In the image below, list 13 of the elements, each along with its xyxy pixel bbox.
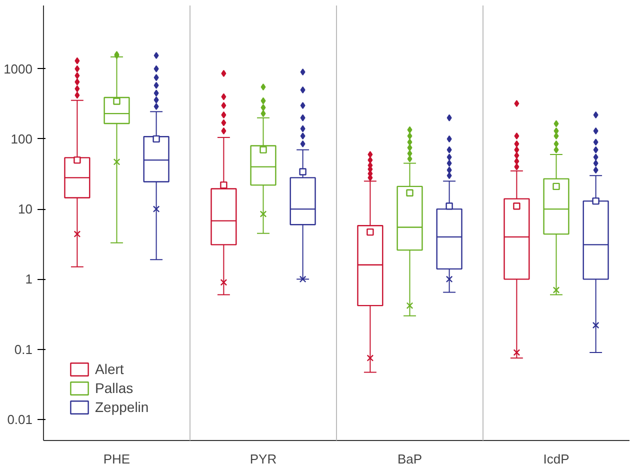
x-tick-label: IcdP: [543, 452, 570, 466]
x-tick-label: PYR: [250, 452, 277, 466]
y-tick-label: 0.1: [14, 342, 33, 357]
y-tick-label: 1000: [4, 61, 32, 76]
y-tick-label: 0.01: [7, 412, 33, 427]
y-tick-label: 10: [18, 202, 33, 217]
y-tick-label: 100: [10, 131, 33, 146]
x-tick-label: BaP: [397, 452, 422, 466]
y-tick-label: 1: [25, 272, 33, 287]
legend-label: Zeppelin: [95, 399, 149, 415]
legend-label: Pallas: [95, 380, 134, 396]
legend-label: Alert: [95, 361, 124, 377]
x-tick-label: PHE: [103, 452, 130, 466]
